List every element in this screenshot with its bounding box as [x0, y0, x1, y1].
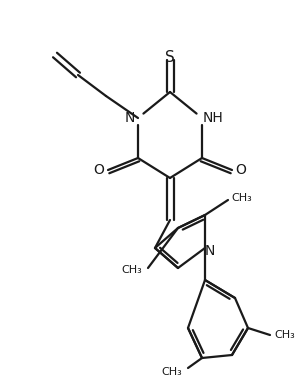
Text: O: O	[236, 163, 246, 177]
Text: CH₃: CH₃	[232, 193, 252, 203]
Text: CH₃: CH₃	[122, 265, 142, 275]
Text: S: S	[165, 50, 175, 65]
Text: CH₃: CH₃	[162, 367, 182, 377]
Text: CH₃: CH₃	[275, 330, 295, 340]
Text: N: N	[125, 111, 135, 125]
Text: N: N	[205, 244, 215, 258]
Text: O: O	[94, 163, 104, 177]
Text: NH: NH	[203, 111, 223, 125]
